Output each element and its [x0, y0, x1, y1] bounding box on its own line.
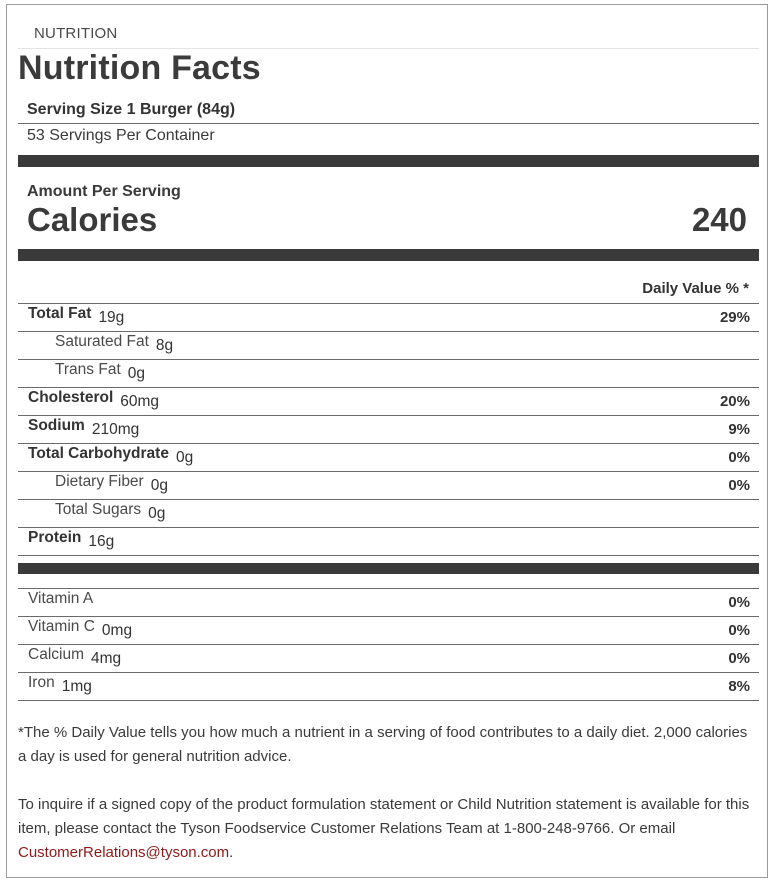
thick-divider [18, 155, 759, 167]
nutrient-label: Total Sugars [55, 501, 142, 518]
nutrient-amount: 0g [175, 449, 194, 466]
daily-value-percent: 0% [728, 650, 750, 667]
nutrient-label: Total Carbohydrate [28, 445, 169, 462]
inquiry-suffix: . [229, 844, 234, 861]
row-divider [18, 471, 759, 472]
nutrient-amount: 0g [148, 505, 166, 522]
row-divider [18, 672, 759, 673]
nutrient-amount: 8g [155, 337, 174, 354]
vitamin-row: Iron 1mg 8% [18, 673, 759, 701]
nutrient-row: Saturated Fat 8g [18, 332, 759, 360]
nutrient-name: Cholesterol 60mg [28, 389, 160, 410]
nutrient-label: Vitamin C [28, 618, 95, 635]
nutrient-amount: 1mg [61, 678, 92, 695]
thick-divider [18, 563, 759, 574]
vitamin-row: Vitamin C 0mg 0% [18, 617, 759, 645]
nutrient-row: Total Fat 19g 29% [18, 304, 759, 332]
row-divider [18, 555, 759, 556]
row-divider [18, 331, 759, 332]
row-divider [18, 303, 759, 304]
divider [18, 123, 759, 124]
nutrient-amount: 0g [150, 477, 168, 494]
nutrient-name: Dietary Fiber 0g [55, 473, 168, 494]
nutrient-row: Sodium 210mg 9% [18, 416, 759, 444]
section-label: NUTRITION [34, 25, 118, 42]
daily-value-percent: 8% [728, 678, 750, 695]
nutrient-row: Dietary Fiber 0g 0% [18, 472, 759, 500]
row-divider [18, 644, 759, 645]
row-divider [18, 443, 759, 444]
calories-label: Calories [27, 201, 158, 238]
vitamin-row: Vitamin A 0% [18, 589, 759, 617]
nutrient-amount: 0g [127, 365, 145, 382]
thick-divider [18, 249, 759, 261]
vitamin-row: Calcium 4mg 0% [18, 645, 759, 673]
nutrient-label: Trans Fat [55, 361, 121, 378]
row-divider [18, 616, 759, 617]
nutrient-amount: 210mg [91, 421, 140, 438]
row-divider [18, 499, 759, 500]
nutrient-name: Total Sugars 0g [55, 501, 166, 522]
daily-value-percent: 0% [728, 477, 750, 494]
page-title: Nutrition Facts [18, 49, 261, 87]
nutrient-name: Iron 1mg [28, 674, 92, 695]
nutrient-row: Trans Fat 0g [18, 360, 759, 388]
row-divider [18, 588, 759, 589]
nutrient-label: Iron [28, 674, 55, 691]
daily-value-header: Daily Value % * [642, 280, 749, 297]
row-divider [18, 700, 759, 701]
daily-value-percent: 9% [728, 421, 750, 438]
inquiry-note: To inquire if a signed copy of the produ… [18, 793, 754, 865]
nutrient-name: Sodium 210mg [28, 417, 140, 438]
email-link[interactable]: CustomerRelations@tyson.com [18, 844, 230, 861]
nutrient-name: Protein 16g [28, 529, 115, 550]
row-divider [18, 387, 759, 388]
nutrient-row: Protein 16g [18, 528, 759, 556]
nutrient-row: Total Carbohydrate 0g 0% [18, 444, 759, 472]
nutrient-amount: 4mg [90, 650, 122, 667]
nutrient-name: Saturated Fat 8g [55, 333, 174, 354]
header-divider [18, 48, 759, 49]
nutrition-panel: NUTRITION Nutrition Facts Serving Size 1… [6, 4, 768, 878]
nutrient-name: Total Carbohydrate 0g [28, 445, 194, 466]
nutrient-label: Saturated Fat [55, 333, 149, 350]
nutrient-row: Total Sugars 0g [18, 500, 759, 528]
daily-value-percent: 29% [719, 309, 750, 326]
daily-value-percent: 0% [728, 622, 750, 639]
daily-value-percent: 0% [728, 594, 750, 611]
nutrient-row: Cholesterol 60mg 20% [18, 388, 759, 416]
nutrient-label: Sodium [28, 417, 85, 434]
row-divider [18, 359, 759, 360]
amount-per-serving-label: Amount Per Serving [27, 183, 181, 200]
nutrient-amount: 19g [98, 309, 125, 326]
inquiry-text: To inquire if a signed copy of the produ… [18, 796, 750, 837]
nutrient-amount: 0mg [101, 622, 133, 639]
daily-value-footnote: *The % Daily Value tells you how much a … [18, 724, 748, 765]
nutrient-label: Protein [28, 529, 82, 546]
row-divider [18, 415, 759, 416]
nutrient-label: Calcium [28, 646, 84, 663]
nutrient-name: Vitamin C 0mg [28, 618, 133, 639]
nutrient-label: Vitamin A [28, 590, 94, 607]
daily-value-percent: 20% [719, 393, 750, 410]
nutrient-name: Vitamin A [28, 590, 93, 608]
calories-value: 240 [691, 201, 747, 238]
nutrient-label: Dietary Fiber [55, 473, 144, 490]
nutrient-name: Calcium 4mg [28, 646, 122, 667]
serving-size: Serving Size 1 Burger (84g) [27, 101, 236, 118]
daily-value-percent: 0% [728, 449, 750, 466]
nutrient-label: Cholesterol [28, 389, 114, 406]
nutrient-name: Trans Fat 0g [55, 361, 145, 382]
servings-per-container: 53 Servings Per Container [27, 127, 215, 144]
nutrient-amount: 16g [88, 533, 115, 550]
nutrient-label: Total Fat [28, 305, 92, 322]
nutrient-amount: 60mg [120, 393, 160, 410]
nutrient-name: Total Fat 19g [28, 305, 125, 326]
row-divider [18, 527, 759, 528]
